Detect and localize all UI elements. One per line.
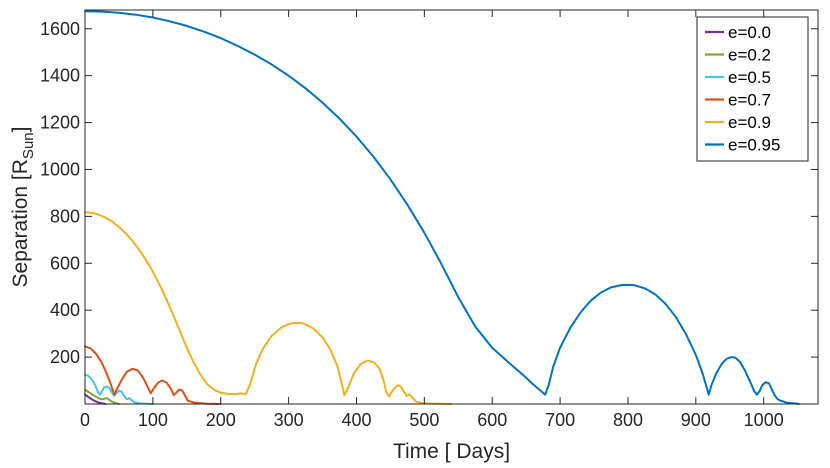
legend-entry-label: e=0.2: [728, 46, 771, 65]
x-tick-label: 300: [274, 410, 304, 430]
y-tick-label: 1600: [40, 19, 80, 39]
legend-entry-label: e=0.5: [728, 68, 771, 87]
legend-entry-label: e=0.0: [728, 23, 771, 42]
x-tick-label: 500: [409, 410, 439, 430]
legend-box: [696, 16, 809, 162]
y-tick-label: 600: [50, 253, 80, 273]
legend: e=0.0 e=0.2 e=0.5 e=0.7 e=0.9 e=0.95: [696, 16, 809, 162]
series-line-4: [84, 211, 453, 405]
x-tick-label: 1000: [744, 410, 784, 430]
x-tick-label: 900: [681, 410, 711, 430]
y-tick-label: 400: [50, 300, 80, 320]
y-tick-label: 800: [50, 206, 80, 226]
x-tick-label: 400: [341, 410, 371, 430]
x-tick-label: 800: [613, 410, 643, 430]
plot-background: [85, 10, 818, 404]
y-axis-label-main: Separation [R: [9, 159, 32, 287]
y-tick-label: 1200: [40, 113, 80, 133]
legend-entry-label: e=0.9: [728, 113, 771, 132]
y-tick-label: 1400: [40, 66, 80, 86]
x-axis-label: Time [ Days]: [393, 440, 510, 463]
x-tick-label: 600: [477, 410, 507, 430]
plot-frame: [84, 9, 819, 405]
series-line-1: [84, 388, 120, 405]
y-tick-label: 1000: [40, 159, 80, 179]
y-axis-label-close: ]: [9, 127, 32, 133]
series-line-3: [84, 345, 222, 405]
x-axis: 0 100 200 300 400 500 600 700 800 900 1000: [80, 10, 784, 430]
series-line-5: [84, 10, 800, 405]
legend-entry-label: e=0.7: [728, 91, 771, 110]
x-tick-label: 100: [138, 410, 168, 430]
y-axis-label-subscript: Sun: [20, 132, 37, 159]
y-tick-label: 200: [50, 347, 80, 367]
series-line-0: [84, 393, 107, 405]
legend-entry-label: e=0.95: [728, 136, 780, 155]
y-axis-label: Separation [RSun]: [9, 127, 37, 288]
x-tick-label: 700: [545, 410, 575, 430]
y-axis: 200 400 600 800 1000 1200 1400 1600: [40, 19, 818, 367]
series-line-2: [84, 373, 154, 405]
series-layer: [84, 10, 800, 405]
x-tick-label: 0: [80, 410, 90, 430]
x-tick-label: 200: [206, 410, 236, 430]
